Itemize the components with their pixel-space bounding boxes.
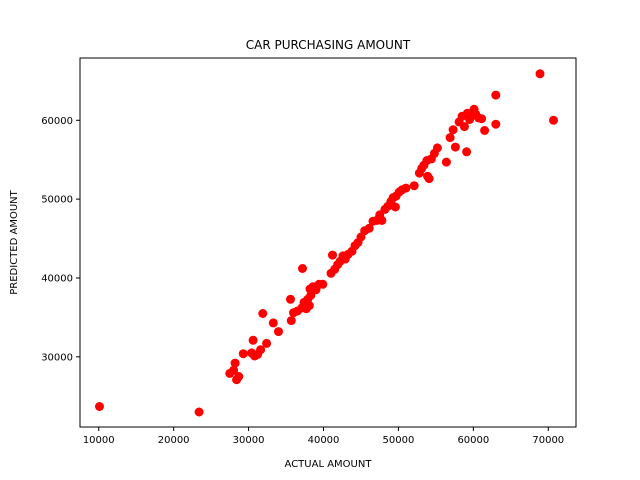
axis-ticks: 10000 20000 30000 40000 50000 60000 70000 30000… bbox=[41, 116, 564, 446]
data-point-0-9 bbox=[248, 335, 258, 345]
data-point-0-55 bbox=[390, 202, 400, 212]
data-point-0-14 bbox=[262, 338, 272, 348]
x-tick-label: 40000 bbox=[308, 435, 340, 446]
data-point-0-46 bbox=[364, 223, 374, 233]
data-point-0-59 bbox=[401, 183, 411, 193]
y-tick-label: 40000 bbox=[41, 273, 73, 284]
data-point-0-0 bbox=[95, 402, 104, 411]
data-point-0-73 bbox=[450, 142, 460, 152]
data-point-0-89 bbox=[549, 115, 558, 125]
y-axis-title: PREDICTED AMOUNT bbox=[9, 189, 20, 294]
x-axis-title: ACTUAL AMOUNT bbox=[285, 459, 373, 470]
data-point-0-18 bbox=[286, 316, 296, 326]
data-point-0-7 bbox=[238, 349, 248, 359]
data-point-0-85 bbox=[480, 126, 490, 135]
data-point-0-50 bbox=[377, 215, 387, 225]
data-point-0-60 bbox=[409, 181, 419, 191]
chart-title: CAR PURCHASING AMOUNT bbox=[246, 38, 411, 52]
data-point-0-21 bbox=[298, 264, 307, 273]
x-tick-label: 30000 bbox=[233, 435, 265, 446]
data-point-0-3 bbox=[229, 365, 239, 375]
data-point-0-1 bbox=[194, 407, 204, 417]
y-tick-label: 30000 bbox=[41, 352, 73, 363]
y-tick-label: 50000 bbox=[41, 195, 73, 206]
x-tick-label: 10000 bbox=[83, 435, 115, 446]
data-point-0-86 bbox=[491, 90, 501, 100]
x-tick-label: 70000 bbox=[532, 435, 564, 446]
data-point-0-12 bbox=[256, 345, 266, 355]
data-point-0-4 bbox=[230, 358, 240, 368]
data-point-0-76 bbox=[459, 122, 469, 132]
data-point-0-13 bbox=[258, 309, 268, 318]
data-point-0-87 bbox=[491, 119, 501, 129]
y-tick-label: 60000 bbox=[41, 116, 73, 127]
data-point-0-15 bbox=[268, 318, 278, 328]
plot-frame bbox=[79, 57, 577, 428]
data-point-0-77 bbox=[462, 147, 472, 157]
data-point-0-34 bbox=[328, 250, 337, 260]
x-tick-label: 20000 bbox=[158, 435, 190, 446]
x-tick-label: 60000 bbox=[457, 435, 489, 446]
data-point-0-72 bbox=[448, 125, 458, 135]
x-tick-label: 50000 bbox=[383, 435, 415, 446]
data-point-0-71 bbox=[445, 133, 455, 143]
data-point-0-84 bbox=[477, 114, 487, 124]
data-point-0-26 bbox=[304, 301, 314, 311]
data-point-0-32 bbox=[318, 279, 328, 289]
data-point-0-16 bbox=[274, 327, 283, 337]
data-point-0-88 bbox=[535, 69, 545, 79]
data-points bbox=[95, 69, 558, 417]
data-point-0-6 bbox=[234, 372, 244, 381]
data-point-0-69 bbox=[432, 143, 442, 153]
data-point-0-17 bbox=[286, 294, 295, 304]
data-point-0-66 bbox=[424, 174, 434, 184]
data-point-0-70 bbox=[441, 157, 451, 167]
